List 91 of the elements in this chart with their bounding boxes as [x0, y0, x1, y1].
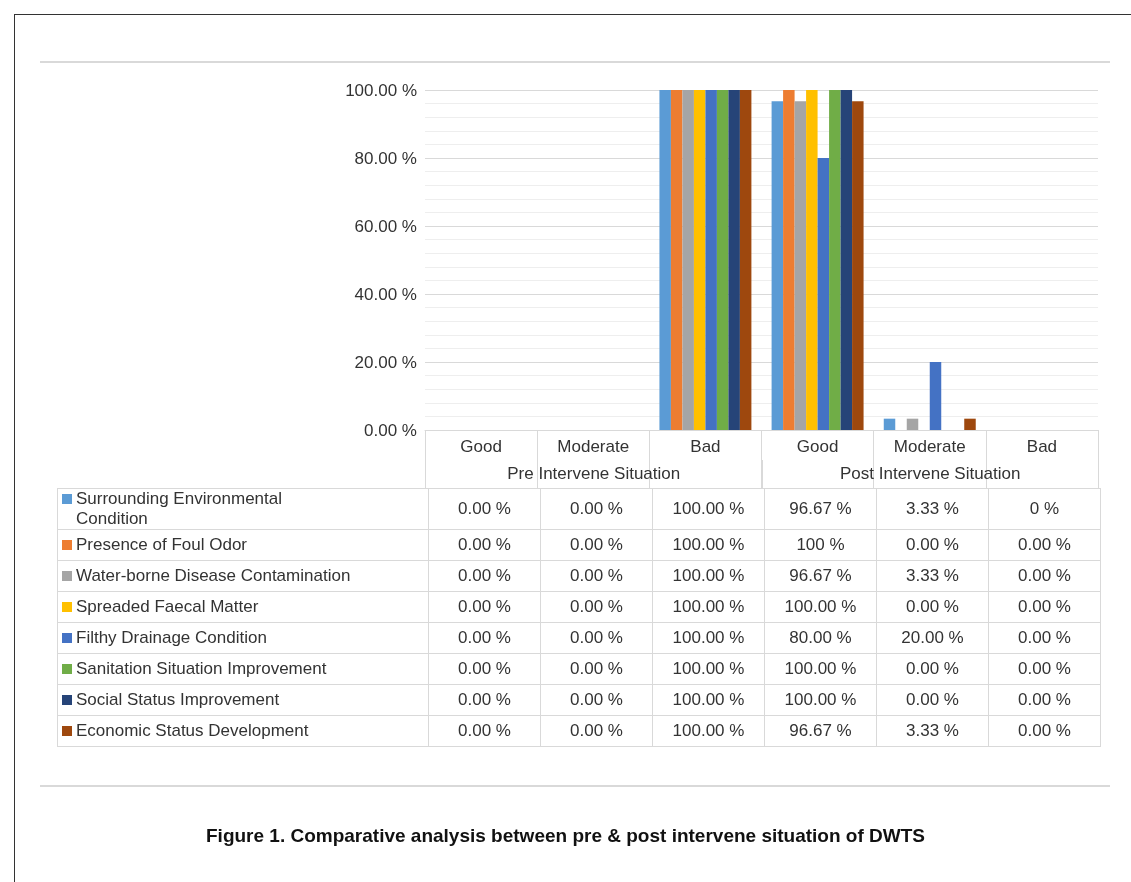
data-label: 0.00 % [540, 560, 653, 592]
bar [716, 90, 729, 430]
bar [728, 90, 740, 430]
legend-label: Water-borne Disease Contamination [76, 566, 351, 586]
data-label: 0.00 % [540, 684, 653, 716]
data-label: 3.33 % [876, 560, 989, 592]
data-label: 80.00 % [764, 622, 877, 654]
text: Pre Intervene Situation [425, 460, 762, 488]
bar [794, 101, 807, 430]
legend-label: Social Status Improvement [76, 690, 280, 710]
x-tick-label: Moderate [893, 437, 966, 456]
bar [806, 90, 818, 430]
bar [739, 90, 752, 430]
data-label: 0.00 % [988, 653, 1101, 685]
data-label: 100.00 % [652, 591, 765, 623]
x-tick-label: Good [796, 437, 839, 456]
data-label: 100.00 % [652, 684, 765, 716]
data-label: 0.00 % [988, 560, 1101, 592]
bar [840, 90, 853, 430]
data-label: 0.00 % [876, 653, 989, 685]
text: Post Intervene Situation [761, 460, 1098, 488]
data-label: 0.00 % [540, 715, 653, 747]
data-label: 0.00 % [428, 560, 541, 592]
data-label: 100.00 % [652, 653, 765, 685]
data-label: 0.00 % [876, 529, 989, 561]
legend-label: Economic Status Development [76, 721, 309, 741]
data-label: 0 % [988, 488, 1101, 530]
bar [817, 158, 830, 430]
bar [906, 418, 919, 430]
data-label: 0.00 % [540, 653, 653, 685]
bar [682, 90, 694, 430]
data-label: 3.33 % [876, 488, 989, 530]
data-label: 100.00 % [764, 684, 877, 716]
x-tick-label: Bad [1026, 437, 1058, 456]
bar [659, 90, 671, 430]
data-label: 0.00 % [428, 529, 541, 561]
data-label: 0.00 % [540, 622, 653, 654]
data-label: 0.00 % [428, 622, 541, 654]
y-tick-label: 0.00 % [364, 420, 417, 440]
legend-label: Filthy Drainage Condition [76, 628, 267, 648]
bar [852, 101, 864, 430]
data-label: 96.67 % [764, 560, 877, 592]
bar [829, 90, 841, 430]
data-label: 0.00 % [988, 622, 1101, 654]
bar [964, 418, 976, 430]
legend-label: Presence of Foul Odor [76, 535, 248, 555]
legend-label: Sanitation Situation Improvement [76, 659, 327, 679]
data-label: 0.00 % [876, 684, 989, 716]
data-label: 0.00 % [540, 488, 653, 530]
y-tick-label: 20.00 % [354, 352, 417, 372]
data-label: 0.00 % [876, 591, 989, 623]
data-label: 0.00 % [540, 529, 653, 561]
data-label: 100.00 % [652, 488, 765, 530]
bar [705, 90, 717, 430]
bar [929, 362, 942, 430]
bar [693, 90, 706, 430]
data-label: 20.00 % [876, 622, 989, 654]
data-label: 96.67 % [764, 488, 877, 530]
data-label: 100.00 % [652, 529, 765, 561]
bar [771, 101, 784, 430]
data-label: 0.00 % [428, 653, 541, 685]
data-label: 0.00 % [428, 488, 541, 530]
data-label: 3.33 % [876, 715, 989, 747]
data-label: 100.00 % [652, 560, 765, 592]
data-label: 0.00 % [988, 529, 1101, 561]
data-label: 100.00 % [764, 653, 877, 685]
y-tick-label: 60.00 % [354, 216, 417, 236]
y-tick-label: 100.00 % [345, 80, 417, 100]
data-label: 0.00 % [428, 715, 541, 747]
x-tick-label: Good [460, 437, 502, 456]
x-tick-label: Bad [690, 437, 721, 456]
data-label: 0.00 % [988, 715, 1101, 747]
data-label: 0.00 % [988, 684, 1101, 716]
data-label: 100.00 % [764, 591, 877, 623]
data-label: 100.00 % [652, 715, 765, 747]
data-label: 0.00 % [540, 591, 653, 623]
legend-label: Surrounding Environmental Condition [76, 489, 283, 529]
bar [883, 418, 896, 430]
data-label: 100 % [764, 529, 877, 561]
data-label: 96.67 % [764, 715, 877, 747]
data-label: 100.00 % [652, 622, 765, 654]
bar [670, 90, 683, 430]
data-label: 0.00 % [428, 591, 541, 623]
legend-label: Spreaded Faecal Matter [76, 597, 259, 617]
data-label: 0.00 % [988, 591, 1101, 623]
data-label: 0.00 % [428, 684, 541, 716]
y-tick-label: 80.00 % [354, 148, 417, 168]
y-tick-label: 40.00 % [354, 284, 417, 304]
bar [783, 90, 795, 430]
x-tick-label: Moderate [557, 437, 630, 456]
text: Figure 1. Comparative analysis between pre & post intervene situation of DWTS [205, 825, 926, 847]
